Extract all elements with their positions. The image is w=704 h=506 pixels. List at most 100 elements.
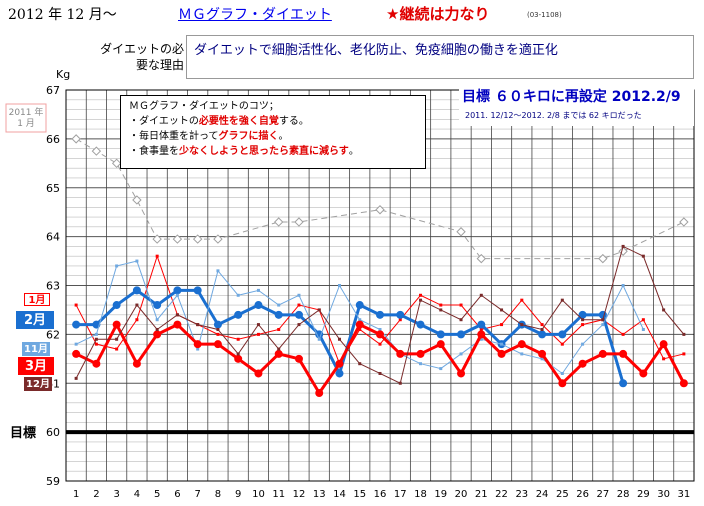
data-point — [579, 360, 587, 368]
data-point — [599, 350, 607, 358]
data-point — [257, 289, 260, 292]
tips-line-3: ・食事量を少なくしようと思ったら素直に減らす。 — [129, 144, 417, 159]
data-point — [619, 379, 627, 387]
x-tick-label: 6 — [174, 489, 180, 500]
data-point — [295, 355, 303, 363]
data-point — [680, 218, 688, 226]
data-point — [379, 372, 382, 375]
y-axis-label: Kg — [56, 68, 70, 81]
data-point — [318, 338, 321, 341]
data-point — [297, 304, 300, 307]
data-point — [682, 333, 685, 336]
data-point — [214, 321, 222, 329]
month-label: 12月 — [24, 377, 52, 391]
y-tick-label: 65 — [46, 182, 60, 195]
x-tick-label: 1 — [73, 489, 79, 500]
data-point — [518, 340, 526, 348]
data-point — [295, 218, 303, 226]
data-point — [216, 328, 219, 331]
x-tick-label: 7 — [194, 489, 200, 500]
data-point — [561, 343, 564, 346]
x-tick-label: 4 — [134, 489, 140, 500]
data-point — [275, 218, 283, 226]
data-point — [477, 255, 485, 263]
x-tick-label: 28 — [617, 489, 630, 500]
data-point — [662, 357, 665, 360]
data-point — [376, 206, 384, 214]
data-point — [680, 379, 688, 387]
data-point — [234, 355, 242, 363]
data-point — [257, 333, 260, 336]
data-point — [460, 304, 463, 307]
y-tick-label: 66 — [46, 133, 60, 146]
data-point — [135, 318, 138, 321]
data-point — [601, 318, 604, 321]
x-tick-label: 17 — [394, 489, 407, 500]
x-tick-label: 19 — [434, 489, 447, 500]
data-point — [500, 308, 503, 311]
data-point — [457, 369, 465, 377]
data-point — [419, 362, 422, 365]
x-tick-label: 5 — [154, 489, 160, 500]
data-point — [156, 255, 159, 258]
data-point — [153, 330, 161, 338]
goal-line-label: 目標 — [10, 425, 36, 441]
data-point — [95, 333, 98, 336]
x-tick-label: 21 — [475, 489, 488, 500]
data-point — [520, 323, 523, 326]
annotation-label: 2011 年 — [9, 106, 44, 118]
x-tick-label: 31 — [678, 489, 691, 500]
data-point — [599, 311, 607, 319]
data-point — [156, 318, 159, 321]
data-point — [396, 350, 404, 358]
data-point — [376, 330, 384, 338]
data-point — [477, 321, 485, 329]
data-point — [437, 340, 445, 348]
data-point — [500, 323, 503, 326]
data-point — [558, 330, 566, 338]
data-point — [275, 350, 283, 358]
x-tick-label: 30 — [657, 489, 670, 500]
data-point — [196, 323, 199, 326]
data-point — [599, 255, 607, 263]
x-tick-label: 25 — [556, 489, 569, 500]
data-point — [500, 343, 503, 346]
data-point — [115, 264, 118, 267]
data-point — [558, 379, 566, 387]
data-point — [216, 333, 219, 336]
data-point — [113, 301, 121, 309]
x-tick-label: 8 — [215, 489, 221, 500]
x-tick-label: 16 — [374, 489, 387, 500]
series-line — [76, 261, 643, 373]
goal-title: 目標 ６０キロに再設定 2012.2/9 — [462, 86, 681, 106]
tips-title: ＭＧグラフ・ダイエットのコツ； — [129, 99, 417, 114]
data-point — [417, 350, 425, 358]
data-point — [460, 352, 463, 355]
data-point — [379, 343, 382, 346]
data-point — [642, 328, 645, 331]
x-tick-label: 10 — [252, 489, 265, 500]
data-point — [538, 350, 546, 358]
x-tick-label: 20 — [455, 489, 468, 500]
data-point — [176, 313, 179, 316]
data-point — [419, 299, 422, 302]
y-tick-label: 63 — [46, 280, 60, 293]
data-point — [277, 328, 280, 331]
data-point — [133, 286, 141, 294]
data-point — [538, 330, 546, 338]
tips-box: ＭＧグラフ・ダイエットのコツ； ・ダイエットの必要性を強く自覚する。 ・毎日体重… — [120, 95, 426, 169]
data-point — [335, 360, 343, 368]
data-point — [133, 360, 141, 368]
x-tick-label: 3 — [113, 489, 119, 500]
data-point — [173, 286, 181, 294]
data-point — [254, 369, 262, 377]
data-point — [419, 294, 422, 297]
data-point — [581, 323, 584, 326]
data-point — [642, 318, 645, 321]
data-point — [477, 330, 485, 338]
y-tick-label: 59 — [46, 475, 60, 488]
data-point — [639, 369, 647, 377]
data-point — [335, 369, 343, 377]
data-point — [376, 311, 384, 319]
data-point — [92, 147, 100, 155]
